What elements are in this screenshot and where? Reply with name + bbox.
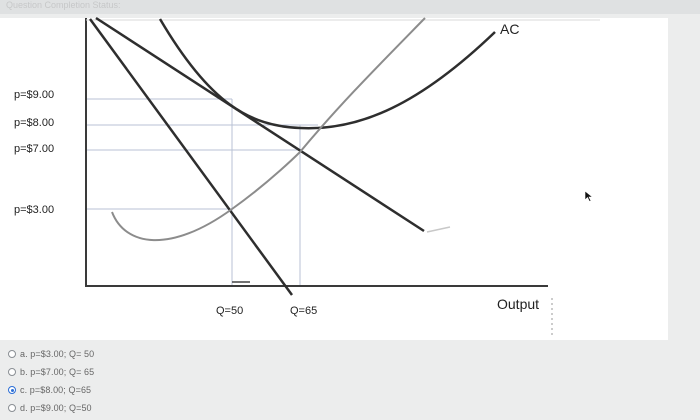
- marginal-cost-curve: [111, 17, 426, 242]
- ac-curve-label: AC: [500, 21, 519, 37]
- option-c[interactable]: c. p=$8.00; Q=65: [8, 381, 308, 399]
- price-label-8: p=$8.00: [14, 117, 54, 129]
- option-a[interactable]: a. p=$3.00; Q= 50: [8, 345, 308, 363]
- option-a-label[interactable]: a. p=$3.00; Q= 50: [20, 349, 95, 359]
- top-bar: Question Completion Status:: [0, 0, 700, 15]
- quantity-label-50: Q=50: [216, 305, 243, 317]
- option-a-radio[interactable]: [8, 350, 16, 358]
- output-axis-label: Output: [497, 296, 539, 312]
- economics-diagram: p=$9.00 p=$8.00 p=$7.00 p=$3.00 Q=50 Q=6…: [0, 14, 700, 340]
- answer-options: a. p=$3.00; Q= 50 b. p=$7.00; Q= 65 c. p…: [8, 345, 308, 417]
- plot-panel: [0, 18, 668, 340]
- demand-curve: [88, 18, 294, 296]
- option-d-label[interactable]: d. p=$9.00; Q=50: [20, 403, 92, 413]
- price-label-7: p=$7.00: [14, 143, 54, 155]
- header-text: Question Completion Status:: [6, 0, 121, 10]
- faint-curve-mark: [426, 226, 451, 233]
- option-d[interactable]: d. p=$9.00; Q=50: [8, 399, 308, 417]
- option-c-label[interactable]: c. p=$8.00; Q=65: [20, 385, 92, 395]
- option-b-label[interactable]: b. p=$7.00; Q= 65: [20, 367, 95, 377]
- price-label-3: p=$3.00: [14, 204, 54, 216]
- option-c-radio[interactable]: [8, 386, 16, 394]
- option-b[interactable]: b. p=$7.00; Q= 65: [8, 363, 308, 381]
- mouse-pointer-icon: [584, 190, 594, 202]
- marginal-revenue-curve: [95, 16, 425, 233]
- quantity-label-65: Q=65: [290, 305, 317, 317]
- option-b-radio[interactable]: [8, 368, 16, 376]
- diagram-svg: p=$9.00 p=$8.00 p=$7.00 p=$3.00 Q=50 Q=6…: [0, 14, 700, 340]
- option-d-radio[interactable]: [8, 404, 16, 412]
- price-label-9: p=$9.00: [14, 89, 54, 101]
- average-cost-curve: [158, 18, 496, 130]
